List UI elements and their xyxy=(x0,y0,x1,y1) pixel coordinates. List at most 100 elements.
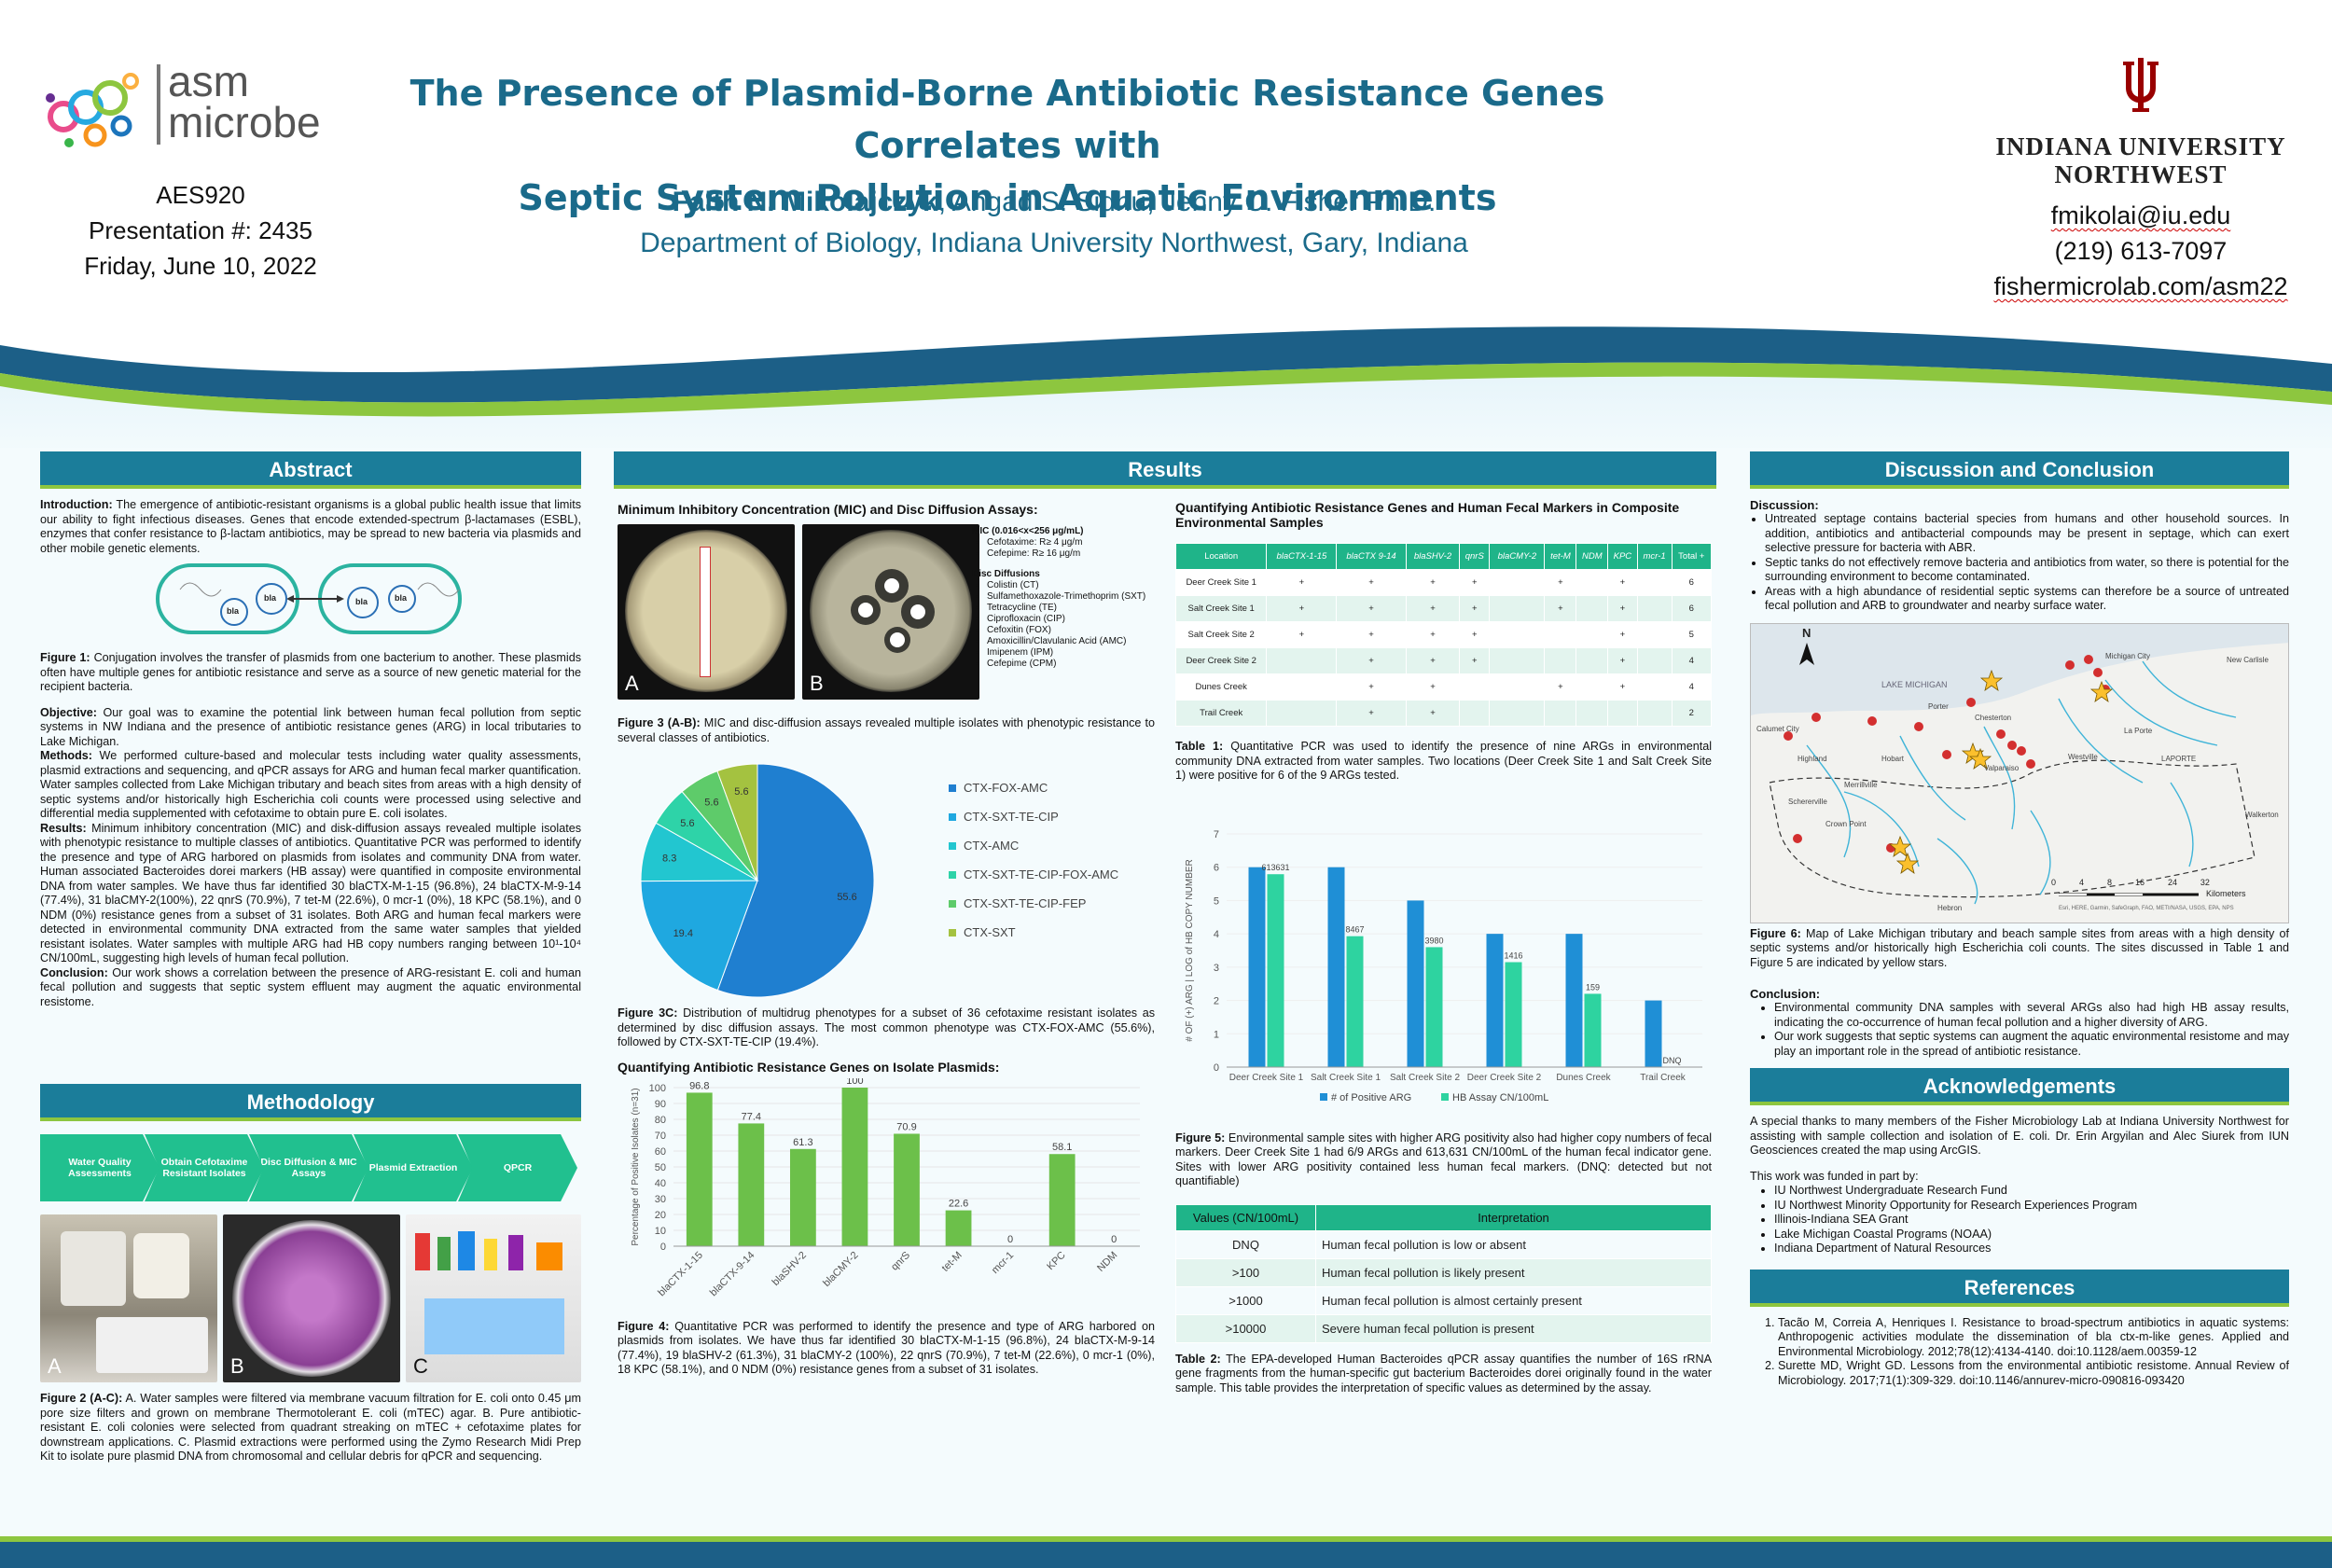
pie-slice-label: 5.6 xyxy=(680,818,694,829)
legend-swatch xyxy=(1320,1092,1327,1101)
poster-title: The Presence of Plasmid-Borne Antibiotic… xyxy=(392,67,1623,224)
flow-step: Disc Diffusion & MIC Assays xyxy=(249,1134,368,1201)
title-line-2: Septic System Pollution in Aquatic Envir… xyxy=(518,177,1497,218)
legend-label: CTX-SXT xyxy=(964,925,1016,939)
x-tick-label: blaCTX-1-15 xyxy=(656,1249,705,1298)
table-cell xyxy=(1459,673,1491,701)
flow-step: QPCR xyxy=(458,1134,577,1201)
table-cell: 4 xyxy=(1671,647,1713,674)
diagram-gene-label: bla xyxy=(395,593,408,603)
figure6-label: Figure 6: xyxy=(1750,926,1801,940)
flow-step: Plasmid Extraction xyxy=(354,1134,473,1201)
x-tick-label: Trail Creek xyxy=(1640,1073,1687,1083)
university-line-2: NORTHWEST xyxy=(2054,160,2228,188)
table-cell: + xyxy=(1459,569,1491,596)
table-header-row: Location blaCTX-1-15 blaCTX 9-14 blaSHV-2 qn… xyxy=(1174,543,1713,570)
bar xyxy=(1267,873,1284,1067)
legend-label: CTX-AMC xyxy=(964,839,1020,853)
map-graphic xyxy=(1751,623,2288,904)
figure3c-text: Distribution of multidrug phenotypes for… xyxy=(618,1006,1156,1048)
table-cell xyxy=(1544,700,1577,727)
table-header-cell: Values (CN/100mL) xyxy=(1175,1203,1316,1231)
table-cell: + xyxy=(1336,621,1407,648)
pie-slice-label: 8.3 xyxy=(662,853,676,864)
figure3ab-text: MIC and disc-diffusion assays revealed m… xyxy=(618,716,1156,744)
legend-swatch xyxy=(949,899,956,908)
bar xyxy=(1346,936,1364,1067)
table-cell: 6 xyxy=(1671,569,1713,596)
bar-data-label: 61.3 xyxy=(793,1136,812,1147)
y-tick-label: 70 xyxy=(655,1131,666,1142)
y-axis-label: # OF (+) ARG | LOG of HB COPY NUMBER xyxy=(1185,859,1195,1042)
isolate-heading: Quantifying Antibiotic Resistance Genes … xyxy=(618,1059,1000,1075)
figure1-label: Figure 1: xyxy=(40,651,90,664)
contact-email[interactable]: fmikolai@iu.edu xyxy=(2050,201,2231,229)
header-wave xyxy=(0,326,2332,457)
x-tick-label: blaSHV-2 xyxy=(770,1249,809,1287)
map-place-label: LAPORTE xyxy=(2161,754,2197,763)
y-tick-label: 90 xyxy=(655,1099,666,1110)
bar xyxy=(1584,992,1602,1067)
table-cell: Human fecal pollution is low or absent xyxy=(1315,1229,1712,1259)
results-right-column: Quantifying Antibiotic Resistance Genes … xyxy=(1174,500,1713,1395)
mic-heading: Minimum Inhibitory Concentration (MIC) a… xyxy=(618,502,1038,517)
flow-step: Obtain Cefotaxime Resistant Isolates xyxy=(145,1134,264,1201)
table-cell: + xyxy=(1336,647,1407,674)
photo-colonies: B xyxy=(223,1214,400,1382)
references-list: Tacão M, Correia A, Henriques I. Resista… xyxy=(1750,1316,2289,1389)
university-name: INDIANA UNIVERSITY NORTHWEST xyxy=(1968,132,2313,188)
figure2-label: Figure 2 (A-C): xyxy=(40,1392,123,1405)
acknowledgements-text: A special thanks to many members of the … xyxy=(1750,1115,2289,1157)
references-heading: References xyxy=(1750,1269,2289,1307)
bar-data-label: 1416 xyxy=(1504,951,1522,960)
table-header-cell: Location xyxy=(1174,543,1268,570)
figure5-text: Environmental sample sites with higher A… xyxy=(1175,1131,1712,1188)
map-place-label: Westville xyxy=(2068,752,2098,761)
disc-list: Colistin (CT) Sulfamethoxazole-Trimethop… xyxy=(972,580,1155,670)
conclusion-text: Our work shows a correlation between the… xyxy=(40,965,582,1008)
methods-text: We performed culture-based and molecular… xyxy=(40,749,581,820)
table-cell: 5 xyxy=(1671,621,1713,648)
contact-website[interactable]: fishermicrolab.com/asm22 xyxy=(1993,272,2288,300)
figure4-caption: Figure 4: Quantitative PCR was performed… xyxy=(618,1320,1155,1378)
x-tick-label: Salt Creek Site 1 xyxy=(1311,1073,1381,1083)
discussion-bullet: Areas with a high abundance of residenti… xyxy=(1765,585,2289,614)
diagram-gene-label: bla xyxy=(264,593,277,603)
bar-data-label: 8467 xyxy=(1345,924,1364,934)
asm-logo: asm microbe xyxy=(37,60,345,154)
table-cell: Severe human fecal pollution is present xyxy=(1315,1313,1712,1343)
table-cell xyxy=(1607,700,1638,727)
table-cell xyxy=(1575,595,1609,622)
table-cell: + xyxy=(1607,647,1638,674)
funder-item: IU Northwest Minority Opportunity for Re… xyxy=(1774,1199,2289,1214)
bar-data-label: 3980 xyxy=(1424,936,1443,945)
table-cell: Trail Creek xyxy=(1174,700,1268,727)
table-cell xyxy=(1575,700,1609,727)
mic-plates: A B MIC (0.016<x<256 μg/mL) Cefotaxime: … xyxy=(618,524,1155,701)
table-cell xyxy=(1266,673,1338,701)
map-place-label: Hobart xyxy=(1881,754,1905,763)
plate-label: B xyxy=(810,672,824,695)
mic-item: Cefotaxime: R≥ 4 μg/m xyxy=(987,537,1155,548)
table-cell xyxy=(1489,647,1546,674)
table-cell: + xyxy=(1336,595,1407,622)
table-row: Trail Creek + +2 xyxy=(1174,700,1713,727)
asm-logo-rings-icon xyxy=(46,73,139,147)
funders-list: IU Northwest Undergraduate Research Fund… xyxy=(1750,1184,2289,1256)
y-tick-label: 0 xyxy=(660,1242,666,1253)
pie-slice-label: 19.4 xyxy=(673,928,693,939)
bar xyxy=(1048,1153,1076,1246)
table-cell: 2 xyxy=(1671,700,1713,727)
table-header-cell: Total + xyxy=(1671,543,1713,570)
table-header-cell: KPC xyxy=(1607,543,1638,570)
methodology-photos: A B C xyxy=(40,1214,581,1382)
disc-item: Colistin (CT) xyxy=(987,580,1155,591)
objective-text: Our goal was to examine the potential li… xyxy=(40,705,581,748)
diagram-gene-label: bla xyxy=(227,606,240,616)
table-row: Deer Creek Site 1 + + + + + +6 xyxy=(1174,569,1713,596)
table-cell xyxy=(1636,673,1673,701)
bar-data-label: 0 xyxy=(1111,1234,1117,1245)
pie-slice-label: 55.6 xyxy=(837,892,856,903)
pie-slice xyxy=(716,763,758,881)
table-cell: + xyxy=(1544,595,1577,622)
